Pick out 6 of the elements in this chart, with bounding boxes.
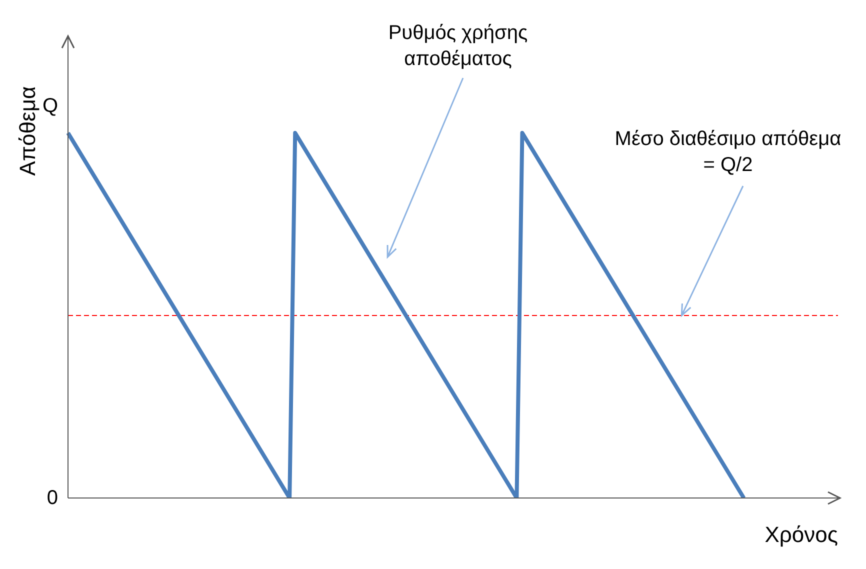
annotation: Μέσο διαθέσιμο απόθεμα = Q/2 [614,127,842,178]
x-axis-title: Χρόνος [764,522,838,548]
text: Q [42,94,58,117]
y-axis-title: Απόθεμα [15,85,41,178]
text: 0 [46,486,58,511]
text: Ρυθμός χρήσης αποθέματος [387,21,529,72]
